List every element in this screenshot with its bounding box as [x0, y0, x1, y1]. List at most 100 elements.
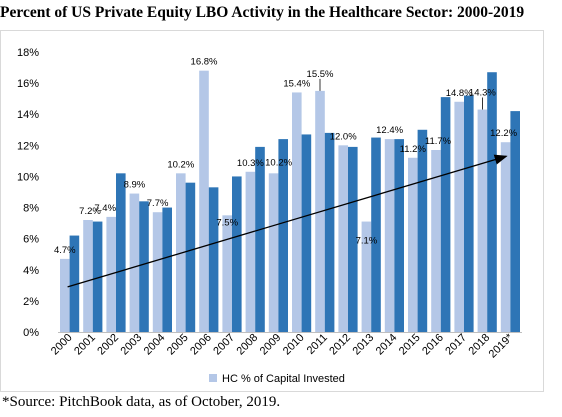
x-tick-label: 2005	[165, 332, 191, 358]
bar-series2-2012	[348, 146, 358, 332]
data-label: 10.3%	[237, 158, 264, 169]
bar-series2-2002	[116, 173, 126, 332]
data-label: 14.3%	[469, 88, 496, 99]
x-tick-label: 2016	[420, 332, 446, 358]
bar-chart: 0% 2% 4% 6% 8% 10% 12% 14% 16% 18% 4.7% 7.2%7.4% 8.…	[17, 47, 522, 385]
legend-swatch	[209, 374, 217, 382]
bar-hc-2008	[245, 171, 256, 332]
data-label: 16.8%	[191, 57, 218, 68]
bar-series2-2017	[464, 95, 474, 332]
y-tick-label: 14%	[17, 109, 39, 121]
data-label: 12.2%	[490, 128, 517, 139]
x-tick-label: 2002	[95, 332, 121, 358]
bar-hc-2010	[292, 92, 302, 332]
x-tick-label: 2015	[397, 332, 423, 358]
x-tick-label: 2006	[188, 332, 214, 358]
series-2-bars	[69, 72, 520, 332]
bar-hc-2006	[199, 70, 209, 333]
x-tick-label: 2011	[305, 332, 330, 357]
x-tick-label: 2007	[211, 332, 237, 358]
bar-series2-2009	[278, 139, 288, 332]
data-labels: 4.7%7.2%7.4%8.9%7.7%10.2%16.8%7.5%10.3% 1…	[54, 57, 518, 256]
y-tick-label: 6%	[23, 234, 39, 246]
bar-series2-2018	[487, 72, 497, 332]
x-tick-label: 2001	[72, 332, 98, 358]
legend: HC % of Capital Invested	[209, 373, 345, 385]
bar-hc-2012	[338, 145, 348, 332]
x-tick-label: 2019*	[487, 331, 516, 360]
data-label: 7.4%	[94, 203, 116, 214]
bar-series2-2003	[139, 201, 149, 332]
y-tick-label: 2%	[23, 296, 39, 308]
bar-series2-2000	[69, 235, 80, 332]
bar-hc-2007	[222, 215, 232, 332]
data-label: 11.2%	[400, 144, 427, 155]
data-label: 7.2%	[79, 206, 101, 217]
data-label: 10.2%	[167, 159, 194, 170]
bar-series2-2004	[162, 207, 172, 332]
data-label: 10.2%	[265, 157, 292, 168]
bar-hc-2018	[477, 109, 488, 332]
data-label: 12.4%	[376, 125, 403, 136]
label-leader-lines	[319, 78, 483, 110]
x-tick-label: 2003	[119, 332, 145, 358]
data-label: 4.7%	[54, 245, 76, 256]
legend-label: HC % of Capital Invested	[222, 373, 345, 385]
data-label: 7.7%	[147, 198, 169, 209]
bar-hc-2003	[129, 193, 140, 332]
data-label: 14.8%	[446, 88, 473, 99]
bar-series2-2014	[394, 139, 404, 332]
x-tick-label: 2017	[443, 332, 469, 358]
trend-arrow	[67, 154, 508, 288]
bar-hc-2000	[60, 258, 70, 332]
y-axis-tick-labels: 0% 2% 4% 6% 8% 10% 12% 14% 16% 18%	[17, 47, 39, 339]
bar-series2-2007	[232, 176, 242, 332]
bar-hc-2014	[384, 139, 395, 332]
x-tick-label: 2004	[142, 332, 168, 358]
bar-hc-2019*	[500, 142, 511, 332]
data-label: 12.0%	[330, 131, 357, 142]
bar-series2-2015	[417, 129, 428, 332]
bar-series2-2005	[185, 182, 196, 332]
x-tick-label: 2009	[258, 332, 284, 358]
y-tick-label: 10%	[17, 171, 39, 183]
bar-hc-2017	[454, 101, 464, 332]
x-tick-label: 2010	[281, 332, 307, 358]
data-label: 7.1%	[356, 236, 378, 247]
chart-frame: 0% 2% 4% 6% 8% 10% 12% 14% 16% 18% 4.7% 7.2% 7.4% 8.…	[0, 30, 544, 392]
page-title: Percent of US Private Equity LBO Activit…	[0, 4, 525, 21]
bar-hc-2001	[83, 220, 93, 332]
data-label: 7.5%	[216, 217, 238, 228]
x-tick-label: 2013	[351, 332, 377, 358]
x-axis-tick-labels: 2000200120022003200420052006200720082009…	[49, 331, 516, 360]
bar-series2-2016	[440, 97, 451, 332]
bar-hc-2013	[361, 221, 372, 332]
y-tick-label: 0%	[23, 327, 39, 339]
bar-series2-2013	[371, 137, 381, 332]
series-hc-bars	[60, 70, 511, 333]
data-label: 15.4%	[283, 78, 310, 89]
source-note: *Source: PitchBook data, as of October, …	[2, 394, 281, 410]
bar-series2-2019*	[510, 111, 520, 332]
x-tick-label: 2008	[235, 332, 261, 358]
bar-series2-2008	[255, 146, 265, 332]
x-tick-label: 2012	[327, 332, 353, 358]
data-label: 11.7%	[425, 136, 452, 147]
data-label: 15.5%	[307, 69, 334, 80]
x-tick-label: 2014	[374, 332, 400, 358]
y-tick-label: 18%	[17, 47, 39, 59]
y-tick-label: 4%	[23, 265, 39, 277]
x-tick-label: 2000	[49, 332, 75, 358]
bar-hc-2016	[431, 150, 441, 332]
bar-hc-2015	[408, 157, 418, 332]
bar-hc-2004	[152, 212, 163, 332]
bar-series2-2011	[324, 132, 335, 332]
bar-series2-2001	[92, 221, 103, 332]
bar-series2-2006	[208, 187, 219, 332]
y-tick-label: 16%	[17, 78, 39, 90]
y-tick-label: 12%	[17, 140, 39, 152]
data-label: 8.9%	[124, 180, 146, 191]
bar-hc-2009	[268, 173, 279, 332]
bar-series2-2010	[301, 134, 312, 332]
y-tick-label: 8%	[23, 203, 39, 215]
